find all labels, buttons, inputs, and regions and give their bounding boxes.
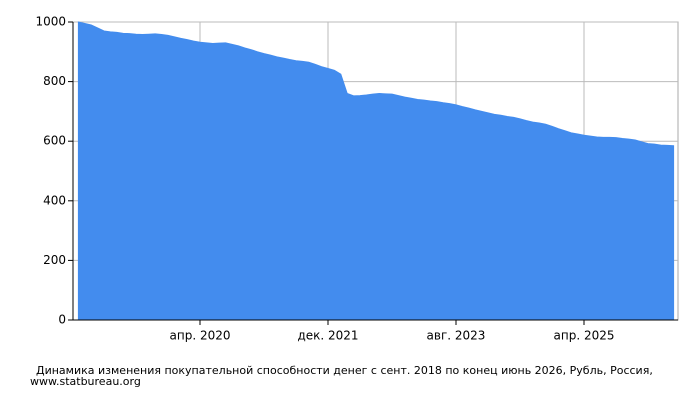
- y-tick-label: 600: [43, 134, 66, 148]
- caption: Динамика изменения покупательной способн…: [36, 364, 653, 377]
- y-tick-label: 400: [43, 193, 66, 207]
- source: www.statbureau.org: [30, 375, 141, 388]
- area: [77, 21, 675, 321]
- x-tick-label: апр. 2020: [170, 329, 231, 343]
- y-tick-label: 200: [43, 253, 66, 267]
- y-tick-label: 1000: [35, 15, 66, 29]
- y-tick-label: 800: [43, 74, 66, 88]
- x-tick-label: авг. 2023: [427, 329, 486, 343]
- y-tick-label: 0: [58, 313, 66, 327]
- x-tick-label: дек. 2021: [297, 329, 358, 343]
- x-tick-label: апр. 2025: [554, 329, 615, 343]
